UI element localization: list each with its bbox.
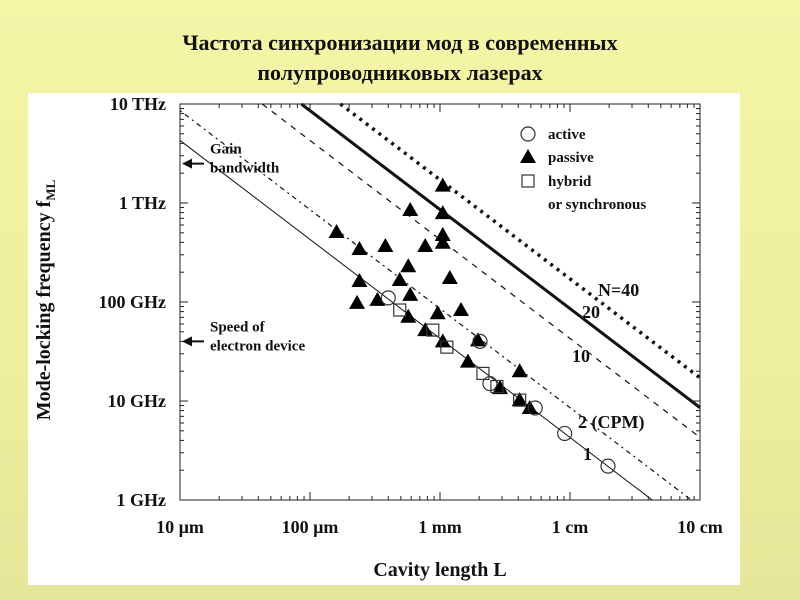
passive-point	[351, 241, 368, 256]
passive-point	[429, 305, 446, 320]
passive-point	[434, 234, 451, 249]
passive-point	[511, 392, 528, 407]
harmonic-label-N40: N=40	[598, 280, 639, 300]
harmonic-line-N20	[300, 102, 701, 409]
passive-point	[469, 332, 486, 347]
annotation-text: Gain	[210, 142, 242, 158]
passive-point	[452, 302, 469, 317]
passive-point	[349, 294, 366, 309]
hybrid-point	[393, 303, 407, 317]
legend-label-active: active	[548, 127, 586, 143]
passive-point	[434, 227, 451, 242]
legend-square-icon	[521, 174, 535, 188]
active-point	[482, 375, 498, 392]
harmonic-line-N1	[179, 140, 653, 501]
passive-point	[377, 237, 394, 252]
x-tick-label: 1 cm	[552, 517, 588, 537]
passive-point	[402, 201, 419, 216]
passive-point	[492, 380, 509, 395]
y-axis-label-subscript: ML	[43, 179, 58, 200]
passive-point	[511, 363, 528, 378]
hybrid-point	[476, 366, 490, 381]
passive-point	[521, 399, 538, 414]
x-tick-label: 10 cm	[677, 517, 722, 537]
hybrid-point	[426, 323, 440, 337]
x-tick-label: 1 mm	[418, 517, 462, 537]
annotation-text: bandwidth	[210, 161, 280, 177]
legend-label-passive: passive	[548, 150, 594, 166]
chart-panel	[28, 93, 740, 585]
hybrid-point	[440, 340, 454, 354]
y-tick-label: 1 GHz	[117, 490, 167, 510]
legend-circle-icon	[520, 126, 536, 142]
y-axis-label: Mode-locking frequency fML	[33, 179, 58, 420]
passive-point	[400, 258, 417, 273]
title-line-2: полупроводниковых лазерах	[257, 60, 543, 85]
legend-triangle-icon	[520, 149, 536, 163]
legend-label-hybrid: hybrid	[548, 174, 592, 190]
passive-point	[441, 269, 458, 284]
y-tick-label: 100 GHz	[99, 292, 167, 312]
hybrid-point	[490, 379, 504, 394]
passive-point	[434, 205, 451, 220]
passive-point	[400, 308, 417, 323]
active-point	[557, 425, 573, 442]
legend-label-2: or synchronous	[548, 197, 646, 213]
passive-point	[459, 353, 476, 368]
passive-point	[402, 286, 419, 301]
harmonic-line-N2	[179, 110, 692, 501]
x-tick-label: 100 µm	[282, 517, 339, 537]
active-point	[600, 458, 616, 474]
arrow-left-icon	[182, 158, 192, 169]
passive-point	[434, 177, 451, 192]
passive-point	[417, 237, 434, 252]
harmonic-label-N10: 10	[572, 346, 590, 366]
active-point	[527, 400, 543, 416]
passive-point	[351, 272, 368, 287]
harmonic-line-N10	[261, 103, 701, 438]
passive-point	[328, 223, 345, 238]
harmonic-label-N2: 2 (CPM)	[578, 412, 644, 433]
passive-point	[391, 271, 408, 286]
title-line-1: Частота синхронизации мод в современных	[182, 30, 618, 55]
annotation-text: electron device	[210, 338, 305, 354]
slide-title: Частота синхронизации мод в современных …	[0, 28, 800, 88]
harmonic-label-N20: 20	[582, 302, 600, 322]
x-tick-label: 10 µm	[156, 517, 204, 537]
arrow-left-icon	[182, 336, 192, 347]
y-tick-label: 1 THz	[119, 193, 166, 213]
passive-point	[434, 333, 451, 348]
annotation-text: Speed of	[210, 319, 266, 335]
active-point	[380, 290, 396, 306]
active-point	[472, 333, 488, 349]
x-axis-label: Cavity length L	[373, 559, 506, 581]
y-tick-label: 10 GHz	[108, 391, 167, 411]
passive-point	[369, 291, 386, 306]
harmonic-label-N1: 1	[583, 444, 592, 464]
passive-point	[417, 322, 434, 337]
y-tick-label: 10 THz	[110, 94, 166, 114]
harmonic-line-N40	[339, 102, 702, 380]
hybrid-point	[513, 393, 527, 407]
